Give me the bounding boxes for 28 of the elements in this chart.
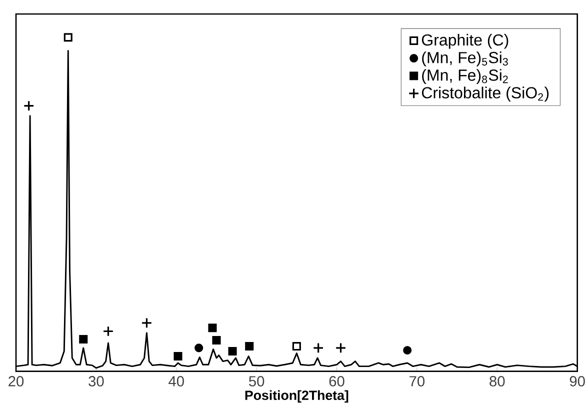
point: [102, 326, 114, 337]
point: [212, 336, 221, 345]
point: [194, 344, 204, 352]
x-tick-label: 20: [8, 376, 24, 386]
point: [245, 342, 254, 351]
x-tick-label: 40: [168, 376, 184, 386]
point: [208, 324, 217, 332]
point: [335, 342, 346, 354]
point: [23, 100, 34, 112]
x-tick-label: 60: [329, 376, 344, 386]
legend-label: Graphite (C): [422, 34, 508, 49]
point: [403, 346, 412, 355]
x-tick-label: 90: [570, 376, 585, 386]
point: [64, 33, 72, 42]
x-axis-title: Position[2Theta]: [245, 390, 348, 403]
x-tick-label: 80: [490, 376, 505, 386]
x-tick-label: 50: [249, 376, 264, 386]
point: [292, 342, 301, 351]
point: [312, 342, 324, 354]
point: [79, 334, 88, 344]
point: [141, 317, 152, 328]
point: [228, 347, 237, 356]
x-tick-label: 30: [88, 376, 104, 386]
legend-label: (Mn, Fe)$_{5}$Si$_{3}$: [422, 51, 508, 66]
legend-label: Cristobalite (SiO$_{2}$): [422, 86, 549, 102]
x-tick-label: 70: [410, 376, 425, 386]
legend-label: (Mn, Fe)$_{8}$Si$_{2}$: [422, 69, 508, 84]
point: [174, 352, 182, 361]
